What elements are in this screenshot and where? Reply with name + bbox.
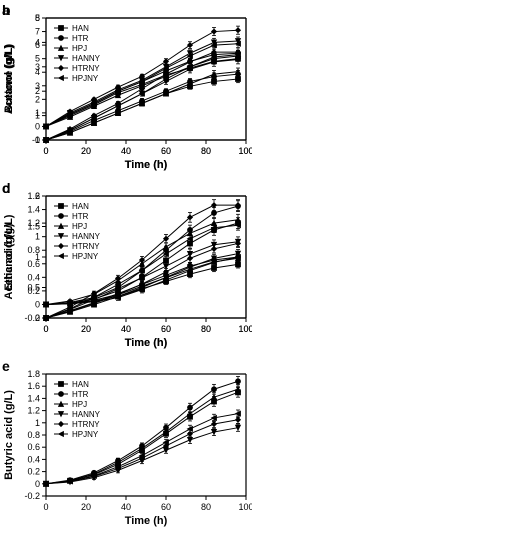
svg-text:20: 20 xyxy=(81,324,91,334)
legend-item-HPJ: HPJ xyxy=(72,400,87,409)
svg-text:1: 1 xyxy=(35,418,40,428)
svg-text:100: 100 xyxy=(238,324,252,334)
legend-item-HAN: HAN xyxy=(72,380,89,389)
svg-text:0: 0 xyxy=(35,135,40,145)
svg-text:2: 2 xyxy=(35,86,40,96)
legend-item-HPJNY: HPJNY xyxy=(72,74,99,83)
svg-text:60: 60 xyxy=(161,324,171,334)
svg-text:60: 60 xyxy=(161,146,171,156)
ylabel: Butyric acid (g/L) xyxy=(3,390,15,480)
xlabel: Time (h) xyxy=(125,159,168,171)
legend-item-HANNY: HANNY xyxy=(72,54,101,63)
svg-text:-0.2: -0.2 xyxy=(24,313,40,323)
svg-text:20: 20 xyxy=(81,146,91,156)
svg-text:5: 5 xyxy=(35,13,40,23)
svg-text:20: 20 xyxy=(81,502,91,512)
svg-text:0.2: 0.2 xyxy=(27,467,40,477)
legend-item-HPJNY: HPJNY xyxy=(72,430,99,439)
legend-item-HANNY: HANNY xyxy=(72,232,101,241)
svg-text:100: 100 xyxy=(238,146,252,156)
svg-text:0.6: 0.6 xyxy=(27,259,40,269)
svg-text:1.6: 1.6 xyxy=(27,381,40,391)
legend-item-HTR: HTR xyxy=(72,212,89,221)
panel-d: d020406080100-0.200.20.40.60.811.21.41.6… xyxy=(0,182,252,350)
legend-item-HAN: HAN xyxy=(72,202,89,211)
legend-item-HPJ: HPJ xyxy=(72,44,87,53)
svg-text:0: 0 xyxy=(35,299,40,309)
svg-text:0.2: 0.2 xyxy=(27,286,40,296)
svg-text:0.4: 0.4 xyxy=(27,454,40,464)
svg-text:0: 0 xyxy=(43,502,48,512)
svg-text:40: 40 xyxy=(121,146,131,156)
svg-text:3: 3 xyxy=(35,62,40,72)
legend: HANHTRHPJHANNYHTRNYHPJNY xyxy=(50,376,116,442)
xlabel: Time (h) xyxy=(125,515,168,527)
svg-text:80: 80 xyxy=(201,324,211,334)
svg-text:1: 1 xyxy=(35,232,40,242)
chart-b: 0 20 40 60 80 100 0 1 2 3 4 5 Time (h) Acetone (g/L) H… xyxy=(0,4,252,172)
svg-text:4: 4 xyxy=(35,37,40,47)
legend-item-HTRNY: HTRNY xyxy=(72,242,100,251)
svg-text:1.2: 1.2 xyxy=(27,218,40,228)
svg-text:80: 80 xyxy=(201,146,211,156)
svg-text:-0.2: -0.2 xyxy=(24,491,40,501)
panel-label-e: e xyxy=(2,358,10,374)
svg-text:1.4: 1.4 xyxy=(27,393,40,403)
ylabel: Acetic acid (g/L) xyxy=(3,214,15,299)
svg-text:0.4: 0.4 xyxy=(27,272,40,282)
svg-text:1.2: 1.2 xyxy=(27,406,40,416)
svg-text:100: 100 xyxy=(238,502,252,512)
legend: HANHTRHPJHANNYHTRNYHPJNY xyxy=(50,198,116,264)
svg-text:40: 40 xyxy=(121,324,131,334)
legend-item-HPJNY: HPJNY xyxy=(72,252,99,261)
panel-b: b 0 20 40 60 80 100 0 1 2 3 4 5 Time (h) Acetone (g/L)… xyxy=(0,4,252,172)
legend-item-HTRNY: HTRNY xyxy=(72,420,100,429)
svg-text:0.8: 0.8 xyxy=(27,430,40,440)
panel-e: e020406080100-0.200.20.40.60.811.21.41.6… xyxy=(0,360,252,528)
ylabel: Acetone (g/L) xyxy=(3,44,15,115)
svg-text:1.6: 1.6 xyxy=(27,191,40,201)
figure-root: a020406080100-1012345678Time (h)Butanol … xyxy=(0,0,522,538)
panel-label-d: d xyxy=(2,180,11,196)
svg-text:1.8: 1.8 xyxy=(27,369,40,379)
svg-text:0: 0 xyxy=(35,479,40,489)
chart-d: 020406080100-0.200.20.40.60.811.21.41.6T… xyxy=(0,182,252,350)
svg-text:80: 80 xyxy=(201,502,211,512)
legend: HANHTRHPJHANNYHTRNYHPJNY xyxy=(50,20,116,86)
svg-text:0.8: 0.8 xyxy=(27,245,40,255)
svg-text:1.4: 1.4 xyxy=(27,205,40,215)
svg-text:60: 60 xyxy=(161,502,171,512)
legend-item-HPJ: HPJ xyxy=(72,222,87,231)
svg-text:1: 1 xyxy=(35,111,40,121)
panel-label-b: b xyxy=(2,2,11,18)
legend-item-HTR: HTR xyxy=(72,34,89,43)
legend-item-HAN: HAN xyxy=(72,24,89,33)
chart-e: 020406080100-0.200.20.40.60.811.21.41.61… xyxy=(0,360,252,528)
svg-text:0.6: 0.6 xyxy=(27,442,40,452)
svg-text:40: 40 xyxy=(121,502,131,512)
xlabel: Time (h) xyxy=(125,337,168,349)
svg-text:0: 0 xyxy=(43,146,48,156)
svg-text:0: 0 xyxy=(43,324,48,334)
legend-item-HTRNY: HTRNY xyxy=(72,64,100,73)
legend-item-HANNY: HANNY xyxy=(72,410,101,419)
legend-item-HTR: HTR xyxy=(72,390,89,399)
